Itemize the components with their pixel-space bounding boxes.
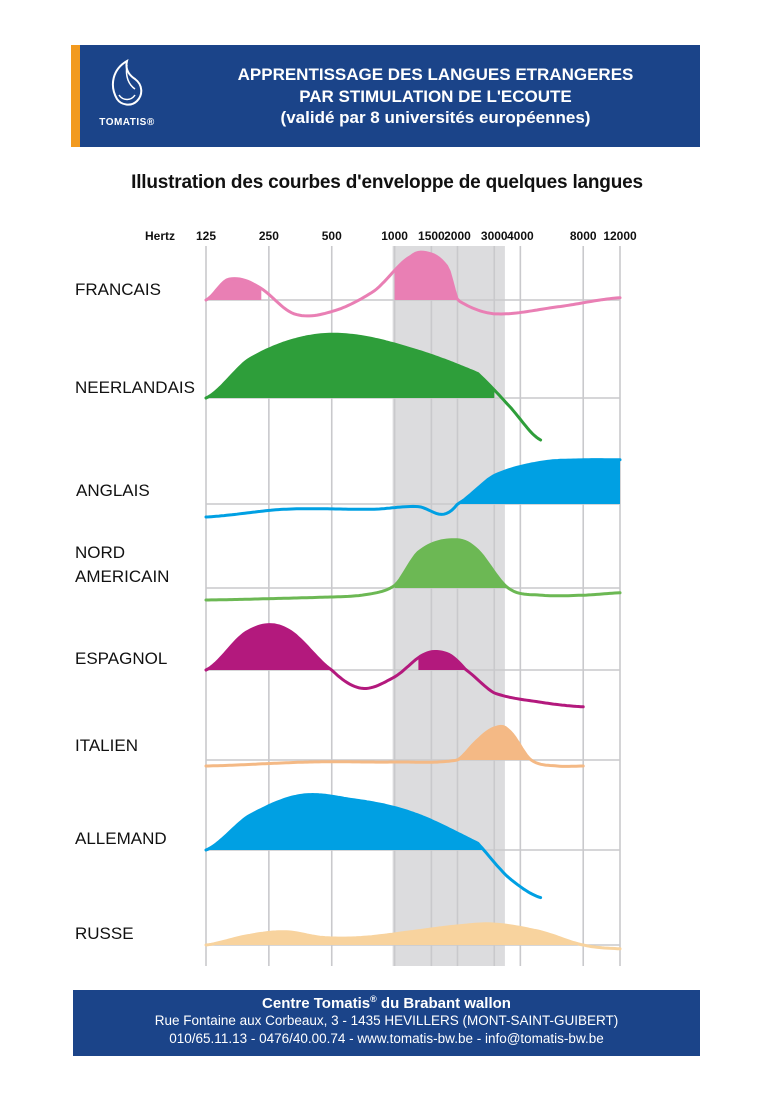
label-neerlandais: NEERLANDAIS: [75, 378, 195, 397]
header-titles: APPRENTISSAGE DES LANGUES ETRANGERES PAR…: [171, 64, 700, 129]
label-nord-americain-0: NORD: [75, 543, 125, 562]
series-francais: [204, 250, 622, 318]
tick-label-1500: 1500: [418, 229, 445, 243]
footer-name-b: du Brabant wallon: [376, 995, 511, 1012]
tick-label-2000: 2000: [444, 229, 471, 243]
footer-name-a: Centre Tomatis: [262, 995, 371, 1012]
title-line-3: (validé par 8 universités européennes): [280, 108, 591, 127]
ear-logo-icon: [111, 58, 143, 106]
series-espagnol: [204, 623, 620, 709]
tomatis-logo: TOMATIS®: [91, 55, 163, 135]
filled-area-0: [206, 278, 262, 300]
tick-label-4000: 4000: [507, 229, 534, 243]
envelope-line: [204, 250, 622, 318]
footer-banner: Centre Tomatis® du Brabant wallon Rue Fo…: [73, 990, 700, 1056]
chart-title: Illustration des courbes d'enveloppe de …: [131, 172, 643, 193]
series-layer: [204, 250, 622, 951]
footer-address: Rue Fontaine aux Corbeaux, 3 - 1435 HEVI…: [154, 1013, 619, 1028]
axis-label-layer: Hertz 125 250 500 1000 1500 2000 3000 4000 8000 12…: [145, 229, 637, 243]
footer-center-name: Centre Tomatis® du Brabant wallon: [73, 994, 700, 1012]
filled-area-1: [394, 252, 458, 300]
header-banner: TOMATIS® APPRENTISSAGE DES LANGUES ETRAN…: [71, 45, 700, 147]
label-anglais: ANGLAIS: [76, 481, 150, 500]
series-nord-americain: [204, 538, 622, 602]
label-allemand: ALLEMAND: [75, 829, 167, 848]
tick-label-8000: 8000: [570, 229, 597, 243]
language-label-layer: FRANCAIS NEERLANDAIS ANGLAIS NORD AMERICAIN E…: [75, 280, 195, 943]
footer-contact: 010/65.11.13 - 0476/40.00.74 - www.tomat…: [169, 1031, 604, 1046]
series-russe: [204, 922, 622, 951]
envelope-line: [204, 538, 622, 602]
series-neerlandais: [204, 332, 620, 442]
tick-label-12000: 12000: [603, 229, 637, 243]
tick-label-250: 250: [259, 229, 279, 243]
logo-text: TOMATIS®: [99, 117, 155, 128]
envelope-line: [204, 792, 543, 900]
filled-area-0: [206, 624, 332, 670]
accent-stripe: [71, 45, 80, 147]
filled-area-0: [457, 459, 620, 504]
label-italien: ITALIEN: [75, 736, 138, 755]
label-russe: RUSSE: [75, 924, 134, 943]
envelope-line: [204, 623, 585, 709]
label-francais: FRANCAIS: [75, 280, 161, 299]
tick-label-500: 500: [322, 229, 342, 243]
envelope-line: [204, 922, 622, 951]
envelope-line: [204, 724, 585, 768]
series-italien: [204, 724, 620, 768]
filled-area-1: [418, 651, 467, 670]
tick-label-1000: 1000: [381, 229, 408, 243]
title-line-1: APPRENTISSAGE DES LANGUES ETRANGERES: [237, 65, 634, 84]
envelope-chart: Hertz 125 250 500 1000 1500 2000 3000 4000 8000 12…: [75, 229, 637, 966]
series-allemand: [204, 792, 620, 900]
x-axis-label: Hertz: [145, 229, 175, 243]
series-anglais: [204, 458, 622, 519]
filled-area-0: [206, 794, 501, 850]
tick-label-125: 125: [196, 229, 216, 243]
tick-label-3000: 3000: [481, 229, 508, 243]
label-nord-americain-1: AMERICAIN: [75, 567, 169, 586]
title-line-2: PAR STIMULATION DE L'ECOUTE: [299, 86, 572, 106]
filled-area-0: [206, 334, 495, 398]
footer-registered-mark: ®: [370, 994, 377, 1004]
label-espagnol: ESPAGNOL: [75, 649, 167, 668]
envelope-line: [204, 458, 622, 519]
envelope-line: [204, 332, 543, 442]
filled-area-0: [394, 539, 509, 588]
